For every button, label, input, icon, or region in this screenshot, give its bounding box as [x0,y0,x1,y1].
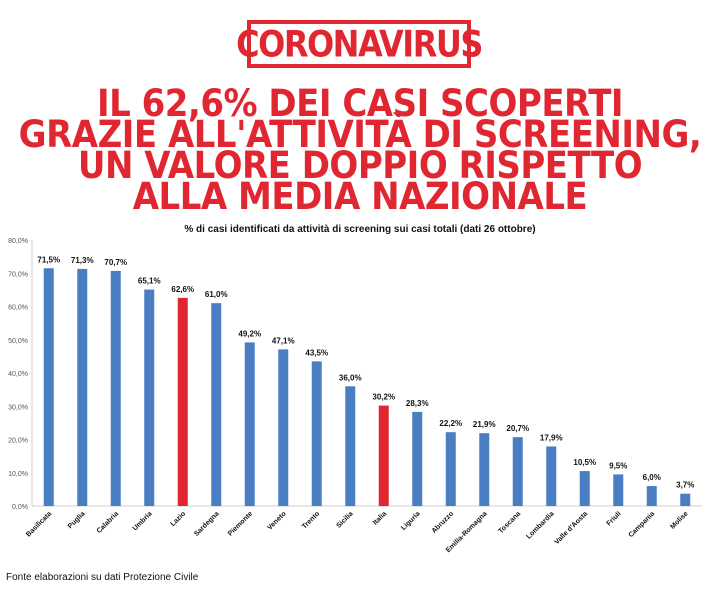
data-label: 30,2% [372,393,395,402]
y-tick-label: 20,0% [8,438,28,445]
bar [378,405,389,506]
data-label: 47,1% [272,336,295,345]
data-label: 20,7% [506,424,529,433]
headline-line: GRAZIE ALL'ATTIVITÀ DI SCREENING, [18,112,702,157]
y-tick-label: 40,0% [8,371,28,378]
data-label: 65,1% [138,277,161,286]
category-label: Molise [669,510,689,530]
y-tick-label: 0,0% [12,504,28,511]
data-label: 9,5% [609,461,627,470]
data-label: 17,9% [540,433,563,442]
bar [445,432,456,506]
data-label: 10,5% [573,458,596,467]
bar [177,297,188,506]
category-label: Sardegna [193,510,221,538]
headline: IL 62,6% DEI CASI SCOPERTI GRAZIE ALL'AT… [0,81,720,219]
bar [479,433,490,506]
bar [546,446,557,506]
headline-line: UN VALORE DOPPIO RISPETTO [77,143,643,188]
source-note: Fonte elaborazioni su dati Protezione Ci… [6,572,199,583]
data-label: 71,3% [71,256,94,265]
bar-chart: 0,0% 10,0% 20,0% 30,0% 40,0% 50,0% 60,0% 70,0% 8… [8,238,702,554]
y-tick-label: 80,0% [8,238,28,245]
brand-logo: CORONAVIRUS [236,20,483,68]
bar [144,289,155,506]
headline-line: ALLA MEDIA NAZIONALE [132,174,588,219]
data-label: 70,7% [104,258,127,267]
bar [244,342,255,506]
bar [512,437,523,506]
category-label: Friuli [606,510,623,527]
data-label: 3,7% [676,481,694,490]
bar [579,471,590,506]
bar [211,303,222,506]
bar [110,270,121,506]
bar [278,349,289,506]
category-label: Sicilia [335,510,354,529]
category-label: Abruzzo [431,510,455,534]
bar [412,411,423,506]
data-label: 36,0% [339,373,362,382]
data-label: 71,5% [37,255,60,264]
data-label: 6,0% [643,473,661,482]
headline-line: IL 62,6% DEI CASI SCOPERTI [96,81,624,126]
y-tick-label: 50,0% [8,338,28,345]
category-label: Campania [628,510,657,539]
data-label: 49,2% [238,329,261,338]
bar [345,386,356,506]
bar [77,268,88,506]
bar [613,474,624,506]
data-label: 43,5% [305,348,328,357]
y-tick-label: 60,0% [8,305,28,312]
data-label: 21,9% [473,420,496,429]
category-label: Puglia [67,510,87,530]
brand-text: CORONAVIRUS [236,22,483,66]
y-tick-label: 30,0% [8,404,28,411]
bar [680,493,691,506]
y-tick-label: 70,0% [8,271,28,278]
category-label: Italia [372,510,388,526]
category-label: Valle d'Aosta [554,510,590,546]
bar [43,268,54,506]
bar [646,486,657,506]
bar [311,361,322,506]
category-label: Piemonte [227,510,254,537]
category-label: Veneto [266,510,287,531]
data-label: 62,6% [171,285,194,294]
category-label: Umbria [132,510,154,532]
data-label: 61,0% [205,290,228,299]
category-label: Liguria [400,510,422,532]
category-label: Trento [301,510,321,530]
category-label: Toscana [497,510,522,535]
category-label: Basilicata [25,510,53,538]
category-label: Lombardia [525,510,555,540]
category-label: Lazio [170,510,188,528]
data-label: 22,2% [439,419,462,428]
y-tick-label: 10,0% [8,471,28,478]
data-label: 28,3% [406,399,429,408]
chart-title: % di casi identificati da attività di sc… [184,224,536,235]
category-label: Calabria [96,510,121,535]
